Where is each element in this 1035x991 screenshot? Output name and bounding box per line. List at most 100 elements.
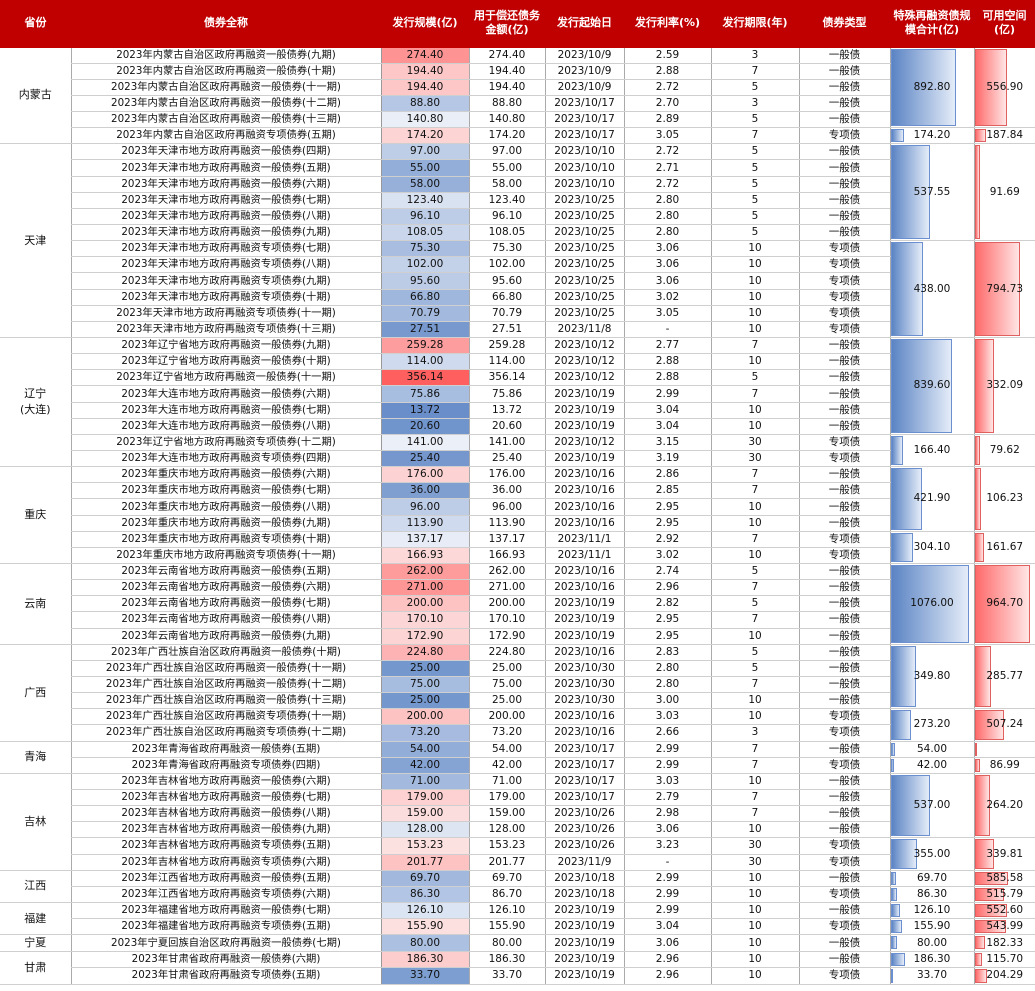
table-row[interactable]: 2023年内蒙古自治区政府再融资一般债券(十三期) 140.80 140.80 202… bbox=[0, 111, 1035, 129]
header-available-space[interactable]: 可用空间(亿) bbox=[974, 0, 1035, 47]
start-date-cell: 2023/10/17 bbox=[544, 111, 624, 129]
table-row[interactable]: 2023年大连市地方政府再融资一般债券(八期) 20.60 20.60 2023/10… bbox=[0, 418, 1035, 435]
table-row[interactable]: 2023年重庆市地方政府再融资专项债券(十一期) 166.93 166.93 2023… bbox=[0, 547, 1035, 565]
bond-name-cell: 2023年重庆市地方政府再融资一般债券(八期) bbox=[70, 498, 381, 516]
table-row[interactable]: 2023年重庆市地方政府再融资一般债券(九期) 113.90 113.90 2023/… bbox=[0, 515, 1035, 532]
table-row[interactable]: 2023年内蒙古自治区政府再融资一般债券(十期) 194.40 194.40 2023… bbox=[0, 63, 1035, 80]
table-row[interactable]: 2023年吉林省地方政府再融资一般债券(九期) 128.00 128.00 2023/… bbox=[0, 821, 1035, 839]
bond-type-cell: 一般债 bbox=[798, 901, 890, 920]
table-row[interactable]: 2023年甘肃省政府再融资专项债券(五期) 33.70 33.70 2023/10/1… bbox=[0, 967, 1035, 985]
table-row[interactable]: 2023年天津市地方政府再融资专项债券(十一期) 70.79 70.79 2023/1… bbox=[0, 305, 1035, 322]
table-row[interactable]: 2023年广西壮族自治区政府再融资专项债券(十二期) 73.20 73.20 2023… bbox=[0, 724, 1035, 742]
bond-name-cell: 2023年天津市地方政府再融资一般债券(七期) bbox=[70, 192, 381, 209]
special-total-cell-label: 80.00 bbox=[916, 936, 948, 949]
table-row[interactable]: 2023年云南省地方政府再融资一般债券(七期) 200.00 200.00 2023/… bbox=[0, 595, 1035, 613]
table-row[interactable]: 福建 2023年福建省地方政府再融资一般债券(七期) 126.10 126.10 202… bbox=[0, 901, 1035, 936]
table-row[interactable]: 2023年辽宁省地方政府再融资专项债券(十二期) 141.00 141.00 2023… bbox=[0, 434, 1035, 468]
header-issue-scale[interactable]: 发行规模(亿) bbox=[381, 0, 469, 47]
bond-name-cell: 2023年辽宁省地方政府再融资专项债券(十二期) bbox=[70, 434, 381, 452]
available-space-cell bbox=[973, 740, 1035, 758]
bond-type-cell: 专项债 bbox=[798, 724, 890, 742]
header-term[interactable]: 发行期限(年) bbox=[711, 0, 799, 47]
repay-amount-cell: 96.00 bbox=[468, 498, 545, 516]
table-row[interactable]: 2023年天津市地方政府再融资一般债券(九期) 108.05 108.05 2023/… bbox=[0, 224, 1035, 242]
table-row[interactable]: 江西 2023年江西省地方政府再融资一般债券(五期) 69.70 69.70 2023/… bbox=[0, 869, 1035, 903]
table-row[interactable]: 辽宁 (大连) 2023年辽宁省地方政府再融资一般债券(九期) 259.28 259.… bbox=[0, 337, 1035, 468]
table-row[interactable]: 内蒙古 2023年内蒙古自治区政府再融资一般债券(九期) 274.40 274.40 2… bbox=[0, 46, 1035, 145]
table-row[interactable]: 2023年吉林省地方政府再融资一般债券(七期) 179.00 179.00 2023/… bbox=[0, 789, 1035, 807]
table-row[interactable]: 2023年天津市地方政府再融资专项债券(十期) 66.80 66.80 2023/10… bbox=[0, 289, 1035, 306]
header-repay-amount[interactable]: 用于偿还债务金额(亿) bbox=[469, 0, 545, 47]
table-row[interactable]: 2023年天津市地方政府再融资一般债券(八期) 96.10 96.10 2023/10… bbox=[0, 208, 1035, 226]
header-province[interactable]: 省份 bbox=[0, 0, 71, 47]
special-total-cell-label: 126.10 bbox=[913, 904, 951, 917]
table-row[interactable]: 2023年广西壮族自治区政府再融资一般债券(十二期) 75.00 75.00 2023… bbox=[0, 676, 1035, 694]
special-total-cell: 438.00 bbox=[889, 240, 974, 339]
table-row[interactable]: 2023年辽宁省地方政府再融资一般债券(十一期) 356.14 356.14 2023… bbox=[0, 369, 1035, 387]
table-row[interactable]: 2023年天津市地方政府再融资一般债券(六期) 58.00 58.00 2023/10… bbox=[0, 176, 1035, 193]
table-row[interactable]: 2023年吉林省地方政府再融资一般债券(八期) 159.00 159.00 2023/… bbox=[0, 805, 1035, 823]
table-row[interactable]: 宁夏 2023年宁夏回族自治区政府再融资一般债券(七期) 80.00 80.00 202… bbox=[0, 934, 1035, 953]
table-row[interactable]: 重庆 2023年重庆市地方政府再融资一般债券(六期) 176.00 176.00 202… bbox=[0, 466, 1035, 564]
term-cell: 7 bbox=[710, 385, 799, 403]
start-date-cell: 2023/10/25 bbox=[544, 208, 624, 226]
table-row[interactable]: 2023年天津市地方政府再融资专项债券(九期) 95.60 95.60 2023/10… bbox=[0, 272, 1035, 290]
rate-cell: 3.03 bbox=[623, 708, 711, 726]
rate-cell: 2.85 bbox=[623, 482, 711, 500]
term-cell: 10 bbox=[710, 272, 799, 290]
table-row[interactable]: 2023年天津市地方政府再融资专项债券(八期) 102.00 102.00 2023/… bbox=[0, 256, 1035, 274]
header-special-total[interactable]: 特殊再融资债规模合计(亿) bbox=[890, 0, 974, 47]
table-row[interactable]: 2023年广西壮族自治区政府再融资一般债券(十一期) 25.00 25.00 2023… bbox=[0, 660, 1035, 677]
table-row[interactable]: 2023年广西壮族自治区政府再融资专项债券(十一期) 200.00 200.00 20… bbox=[0, 708, 1035, 742]
header-rate[interactable]: 发行利率(%) bbox=[624, 0, 711, 47]
table-row[interactable]: 云南 2023年云南省地方政府再融资一般债券(五期) 262.00 262.00 202… bbox=[0, 562, 1035, 645]
table-row[interactable]: 2023年天津市地方政府再融资专项债券(七期) 75.30 75.30 2023/10… bbox=[0, 240, 1035, 339]
table-row[interactable]: 2023年天津市地方政府再融资专项债券(十三期) 27.51 27.51 2023/1… bbox=[0, 321, 1035, 339]
rate-cell: 2.99 bbox=[623, 757, 711, 774]
table-row[interactable]: 2023年大连市地方政府再融资一般债券(七期) 13.72 13.72 2023/10… bbox=[0, 402, 1035, 419]
available-space-cell: 161.67 bbox=[973, 531, 1035, 565]
available-space-cell: 556.90 bbox=[973, 46, 1035, 129]
table-row[interactable]: 2023年广西壮族自治区政府再融资一般债券(十三期) 25.00 25.00 2023… bbox=[0, 692, 1035, 710]
issue-scale-cell: 25.00 bbox=[380, 692, 469, 710]
table-row[interactable]: 2023年内蒙古自治区政府再融资一般债券(十二期) 88.80 88.80 2023/… bbox=[0, 95, 1035, 113]
term-cell: 7 bbox=[710, 579, 799, 597]
table-row[interactable]: 2023年江西省地方政府再融资专项债券(六期) 86.30 86.70 2023/10… bbox=[0, 886, 1035, 903]
repay-amount-cell: 114.00 bbox=[468, 353, 545, 371]
term-cell: 10 bbox=[710, 547, 799, 565]
available-space-cell-fill bbox=[975, 339, 994, 433]
table-row[interactable]: 2023年重庆市地方政府再融资一般债券(八期) 96.00 96.00 2023/10… bbox=[0, 498, 1035, 516]
bond-type-cell: 一般债 bbox=[798, 192, 890, 209]
table-row[interactable]: 2023年云南省地方政府再融资一般债券(九期) 172.90 172.90 2023/… bbox=[0, 628, 1035, 645]
table-row[interactable]: 广西 2023年广西壮族自治区政府再融资一般债券(十期) 224.80 224.80 2… bbox=[0, 643, 1035, 742]
table-row[interactable]: 2023年吉林省地方政府再融资专项债券(六期) 201.77 201.77 2023/… bbox=[0, 854, 1035, 871]
term-cell: 10 bbox=[710, 708, 799, 726]
table-row[interactable]: 2023年辽宁省地方政府再融资一般债券(十期) 114.00 114.00 2023/… bbox=[0, 353, 1035, 371]
table-row[interactable]: 2023年大连市地方政府再融资一般债券(六期) 75.86 75.86 2023/10… bbox=[0, 385, 1035, 403]
header-bond-type[interactable]: 债券类型 bbox=[799, 0, 890, 47]
bond-name-cell: 2023年福建省地方政府再融资专项债券(五期) bbox=[70, 918, 381, 936]
repay-amount-cell: 141.00 bbox=[468, 434, 545, 452]
table-row[interactable]: 2023年大连市地方政府再融资专项债券(四期) 25.40 25.40 2023/10… bbox=[0, 450, 1035, 468]
table-row[interactable]: 青海 2023年青海省政府再融资一般债券(五期) 54.00 54.00 2023/10… bbox=[0, 740, 1035, 774]
table-row[interactable]: 2023年天津市地方政府再融资一般债券(七期) 123.40 123.40 2023/… bbox=[0, 192, 1035, 209]
table-row[interactable]: 2023年内蒙古自治区政府再融资专项债券(五期) 174.20 174.20 2023… bbox=[0, 127, 1035, 145]
table-row[interactable]: 2023年青海省政府再融资专项债券(四期) 42.00 42.00 2023/10/1… bbox=[0, 757, 1035, 774]
table-row[interactable]: 天津 2023年天津市地方政府再融资一般债券(四期) 97.00 97.00 2023/… bbox=[0, 143, 1035, 339]
table-row[interactable]: 2023年吉林省地方政府再融资专项债券(五期) 153.23 153.23 2023/… bbox=[0, 837, 1035, 871]
table-row[interactable]: 2023年福建省地方政府再融资专项债券(五期) 155.90 155.90 2023/… bbox=[0, 918, 1035, 936]
table-row[interactable]: 吉林 2023年吉林省地方政府再融资一般债券(六期) 71.00 71.00 2023/… bbox=[0, 772, 1035, 871]
table-row[interactable]: 2023年天津市地方政府再融资一般债券(五期) 55.00 55.00 2023/10… bbox=[0, 159, 1035, 177]
table-row[interactable]: 2023年云南省地方政府再融资一般债券(八期) 170.10 170.10 2023/… bbox=[0, 611, 1035, 629]
term-cell: 30 bbox=[710, 450, 799, 468]
start-date-cell: 2023/10/10 bbox=[544, 143, 624, 161]
header-bond-name[interactable]: 债券全称 bbox=[71, 0, 381, 47]
table-row[interactable]: 2023年云南省地方政府再融资一般债券(六期) 271.00 271.00 2023/… bbox=[0, 579, 1035, 597]
table-row[interactable]: 甘肃 2023年甘肃省政府再融资一般债券(六期) 186.30 186.30 2023/… bbox=[0, 951, 1035, 985]
table-row[interactable]: 2023年重庆市地方政府再融资一般债券(七期) 36.00 36.00 2023/10… bbox=[0, 482, 1035, 500]
header-start-date[interactable]: 发行起始日 bbox=[545, 0, 624, 47]
table-row[interactable]: 2023年内蒙古自治区政府再融资一般债券(十一期) 194.40 194.40 202… bbox=[0, 79, 1035, 96]
table-row[interactable]: 2023年重庆市地方政府再融资专项债券(十期) 137.17 137.17 2023/… bbox=[0, 531, 1035, 565]
term-cell: 3 bbox=[710, 95, 799, 113]
